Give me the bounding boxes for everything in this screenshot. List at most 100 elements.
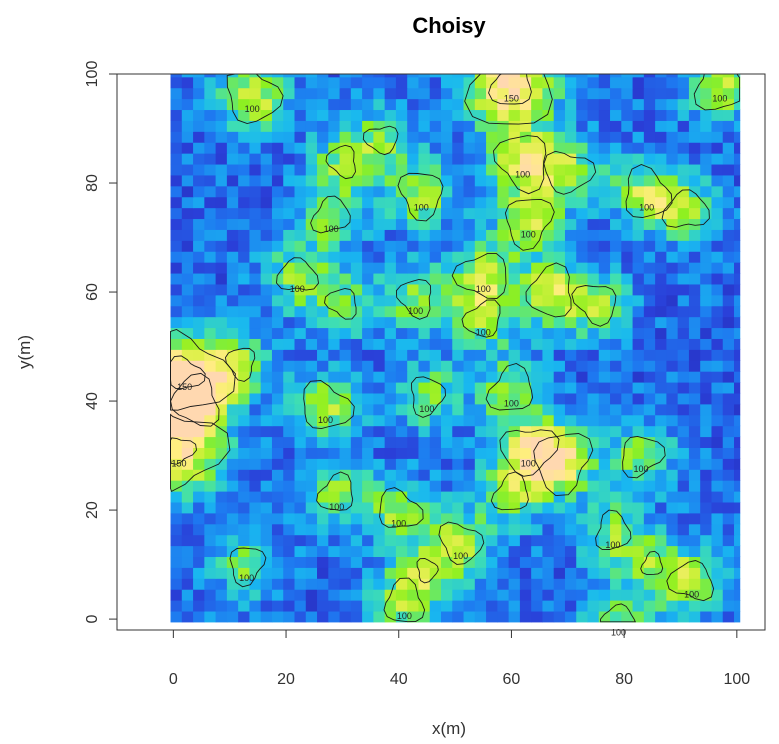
heat-cell [497, 76, 510, 89]
heat-cell [677, 436, 690, 448]
heat-cell [395, 436, 408, 448]
heat-cell [238, 327, 251, 339]
heat-cell [305, 381, 318, 394]
heat-cell [486, 371, 498, 383]
heat-cell [666, 491, 679, 503]
heat-cell [519, 425, 532, 438]
heat-cell [305, 87, 318, 100]
heat-cell [204, 294, 217, 307]
heat-cell [519, 316, 532, 329]
heat-cell [362, 98, 374, 111]
heat-cell [226, 589, 239, 601]
heat-cell [486, 98, 498, 111]
heat-cell [384, 480, 397, 492]
heat-cell [181, 556, 194, 568]
heat-cell [193, 458, 205, 470]
heat-cell [474, 327, 487, 339]
heat-cell [632, 371, 645, 383]
heat-cell [249, 338, 262, 350]
heat-cell [688, 272, 701, 285]
heat-cell [249, 512, 262, 525]
heat-cell [317, 294, 329, 307]
heat-cell [305, 74, 318, 78]
heat-cell [407, 185, 420, 198]
heat-cell [407, 174, 420, 187]
heat-cell [700, 578, 713, 590]
heat-cell [339, 371, 352, 383]
heat-cell [170, 131, 183, 143]
heat-cell [655, 578, 667, 590]
heat-cell [711, 272, 724, 285]
heat-cell [677, 469, 690, 481]
heat-cell [688, 98, 701, 111]
heat-cell [317, 447, 329, 459]
heat-cell [328, 512, 341, 525]
heat-cell [666, 229, 679, 241]
heat-cell [486, 545, 498, 558]
heat-cell [407, 98, 420, 111]
heat-cell [317, 174, 329, 187]
heat-cell [339, 403, 352, 416]
heat-cell [204, 74, 217, 78]
heat-cell [170, 98, 183, 111]
heat-cell [418, 185, 431, 198]
heat-cell [610, 153, 622, 165]
contour-line-100 [226, 73, 284, 124]
heat-cell [418, 491, 431, 503]
heat-cell [226, 469, 239, 481]
heat-cell [193, 109, 205, 121]
heat-cell [283, 316, 296, 329]
heat-cell [632, 480, 645, 492]
heat-cell [249, 316, 262, 329]
heat-cell [260, 338, 273, 350]
heat-cell [564, 174, 577, 187]
heat-cell [384, 283, 397, 296]
heat-cell [249, 545, 262, 558]
heat-cell [181, 534, 194, 547]
heat-cell [418, 349, 431, 361]
heat-cell [429, 360, 442, 372]
heat-cell [564, 251, 577, 263]
heat-cell [373, 294, 386, 307]
heat-cell [238, 196, 251, 209]
heat-cell [441, 469, 453, 481]
heat-cell [350, 600, 363, 612]
heat-cell [722, 458, 735, 470]
heat-cell [395, 163, 408, 176]
heat-cell [271, 327, 284, 339]
heat-cell [700, 218, 713, 230]
heat-cell [271, 163, 284, 176]
heat-cell [350, 262, 363, 274]
heat-cell [204, 98, 217, 111]
heat-cell [452, 294, 465, 307]
heat-cell [497, 305, 510, 318]
heat-cell [486, 436, 498, 448]
heat-cell [553, 371, 566, 383]
heat-cell [350, 174, 363, 187]
heat-cell [283, 600, 296, 612]
heat-cell [339, 327, 352, 339]
heat-cell [339, 153, 352, 165]
heat-cell [598, 469, 611, 481]
heat-cell [249, 174, 262, 187]
heat-cell [305, 240, 318, 252]
heat-cell [441, 76, 453, 89]
heat-cell [610, 74, 622, 78]
heat-cell [632, 316, 645, 329]
heat-cell [373, 338, 386, 350]
y-tick-label: 0 [84, 615, 101, 624]
heat-cell [610, 600, 622, 612]
heat-cell [497, 240, 510, 252]
heat-cell [734, 196, 741, 209]
heat-cell [632, 512, 645, 525]
heat-cell [294, 272, 307, 285]
heat-cell [226, 283, 239, 296]
heat-cell [204, 76, 217, 89]
heat-cell [249, 218, 262, 230]
heat-cell [632, 589, 645, 601]
heat-cell [317, 283, 329, 296]
heat-cell [384, 207, 397, 220]
heat-cell [542, 512, 555, 525]
heat-cell [384, 305, 397, 318]
heat-cell [407, 74, 420, 78]
